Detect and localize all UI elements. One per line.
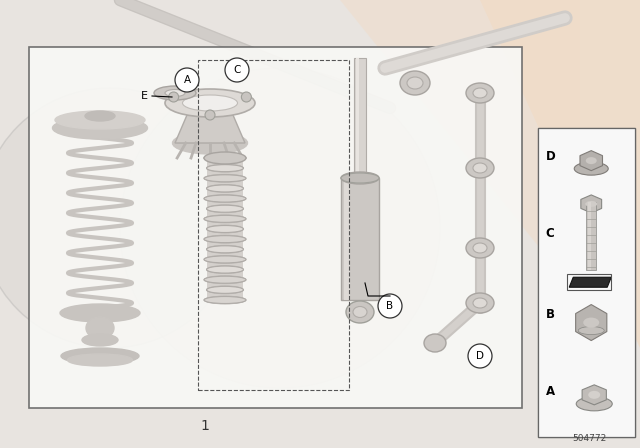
Ellipse shape [473, 88, 487, 98]
Ellipse shape [82, 334, 118, 346]
Ellipse shape [585, 201, 597, 207]
Ellipse shape [61, 348, 139, 364]
Bar [538, 363, 635, 437]
Text: D: D [476, 351, 484, 361]
Text: E: E [141, 91, 148, 101]
Polygon shape [581, 195, 602, 213]
Bar [538, 128, 635, 202]
Circle shape [225, 58, 249, 82]
Ellipse shape [473, 298, 487, 308]
Ellipse shape [207, 185, 243, 193]
Text: 1: 1 [200, 418, 209, 433]
Polygon shape [290, 0, 640, 348]
Ellipse shape [466, 158, 494, 178]
Ellipse shape [346, 301, 374, 323]
Ellipse shape [204, 174, 246, 182]
Ellipse shape [588, 391, 600, 399]
Polygon shape [580, 151, 602, 171]
Ellipse shape [586, 157, 596, 164]
Text: D: D [545, 150, 556, 163]
Ellipse shape [204, 296, 246, 304]
Ellipse shape [341, 173, 379, 183]
Polygon shape [575, 305, 607, 340]
Text: A: A [184, 75, 191, 85]
Circle shape [468, 344, 492, 368]
Ellipse shape [173, 132, 248, 154]
Ellipse shape [204, 194, 246, 202]
Bar [567, 274, 611, 290]
Polygon shape [340, 0, 580, 298]
Ellipse shape [165, 90, 185, 96]
Ellipse shape [576, 397, 612, 411]
Ellipse shape [579, 327, 604, 335]
Bar [341, 178, 379, 300]
Circle shape [120, 68, 440, 388]
Ellipse shape [353, 306, 367, 318]
Ellipse shape [341, 172, 379, 184]
Ellipse shape [583, 318, 599, 327]
Ellipse shape [85, 111, 115, 121]
Bar [29, 47, 522, 408]
Ellipse shape [207, 205, 243, 213]
Ellipse shape [466, 238, 494, 258]
Polygon shape [175, 98, 245, 143]
Ellipse shape [204, 215, 246, 223]
Bar [586, 202, 596, 270]
Ellipse shape [204, 235, 246, 243]
Ellipse shape [473, 243, 487, 253]
Ellipse shape [207, 286, 243, 294]
Bar [198, 60, 349, 390]
Circle shape [0, 88, 240, 348]
Ellipse shape [204, 276, 246, 284]
Circle shape [378, 294, 402, 318]
Polygon shape [582, 385, 606, 405]
Circle shape [241, 92, 252, 102]
Ellipse shape [204, 152, 246, 164]
Circle shape [168, 92, 179, 102]
Ellipse shape [154, 86, 196, 100]
Ellipse shape [400, 71, 430, 95]
Ellipse shape [207, 246, 243, 253]
Text: B: B [387, 301, 394, 311]
Bar [538, 128, 635, 437]
Ellipse shape [204, 154, 246, 162]
Circle shape [205, 110, 215, 120]
Text: 504772: 504772 [572, 434, 606, 443]
Bar [588, 202, 591, 270]
Ellipse shape [466, 83, 494, 103]
Bar [354, 58, 366, 178]
Bar [538, 202, 635, 282]
Ellipse shape [473, 163, 487, 173]
Ellipse shape [207, 225, 243, 233]
Ellipse shape [207, 266, 243, 274]
Text: B: B [545, 308, 555, 321]
Bar [207, 158, 243, 300]
Ellipse shape [407, 77, 423, 89]
Ellipse shape [86, 317, 114, 339]
Ellipse shape [424, 334, 446, 352]
Polygon shape [569, 277, 611, 287]
Ellipse shape [182, 95, 237, 111]
Text: A: A [545, 385, 555, 398]
Ellipse shape [574, 162, 608, 175]
Ellipse shape [60, 304, 140, 322]
Text: C: C [545, 228, 554, 241]
Ellipse shape [67, 354, 132, 366]
Ellipse shape [55, 111, 145, 129]
Bar [344, 178, 350, 300]
Bar [356, 58, 359, 178]
Ellipse shape [165, 89, 255, 117]
Text: C: C [234, 65, 241, 75]
Circle shape [175, 68, 199, 92]
Bar [538, 282, 635, 363]
Ellipse shape [52, 117, 147, 139]
Ellipse shape [466, 293, 494, 313]
Ellipse shape [207, 164, 243, 172]
Ellipse shape [204, 255, 246, 263]
